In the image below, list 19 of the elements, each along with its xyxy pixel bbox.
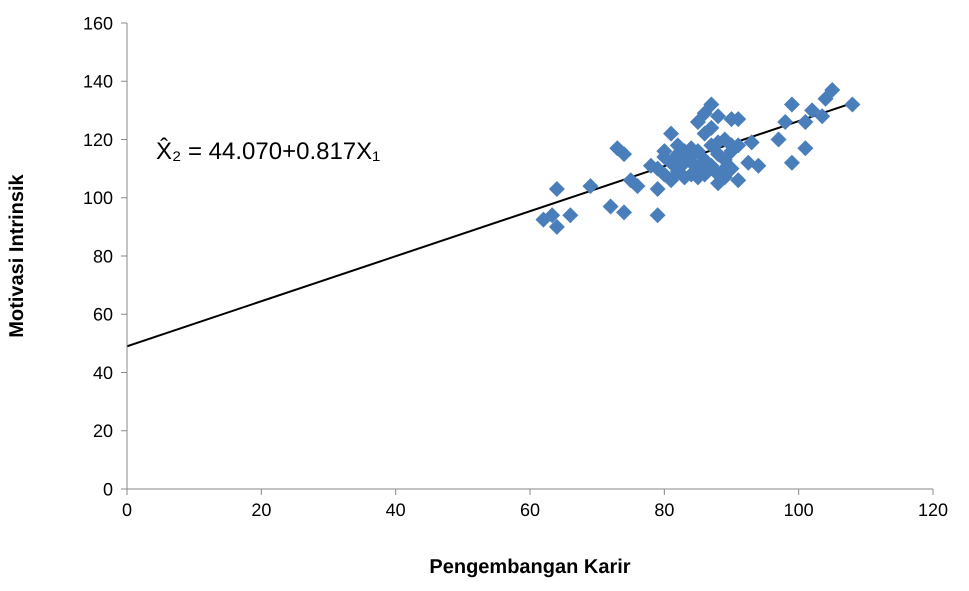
y-tick-label: 120 [82,130,113,150]
x-tick-label: 20 [251,500,272,520]
y-tick-label: 160 [82,13,113,34]
y-tick-label: 80 [92,246,113,266]
y-tick-label: 100 [82,188,113,208]
annotation: X̂₂ = 44.070+0.817X₁ [156,138,380,166]
x-tick-label: 0 [122,500,132,520]
y-tick-label: 20 [92,421,113,442]
y-axis-title: Motivasi Intrinsik [6,173,28,338]
x-tick-label: 80 [654,500,674,520]
x-tick-label: 40 [386,500,406,520]
y-tick-label: 40 [92,362,113,383]
x-tick-label: 60 [520,500,540,520]
x-axis-title: Pengembangan Karir [429,556,631,578]
x-tick-label: 100 [784,500,814,520]
x-tick-label: 120 [918,500,948,520]
y-tick-label: 140 [82,72,113,92]
y-tick-label: 60 [92,304,113,325]
y-tick-label: 0 [102,479,113,500]
